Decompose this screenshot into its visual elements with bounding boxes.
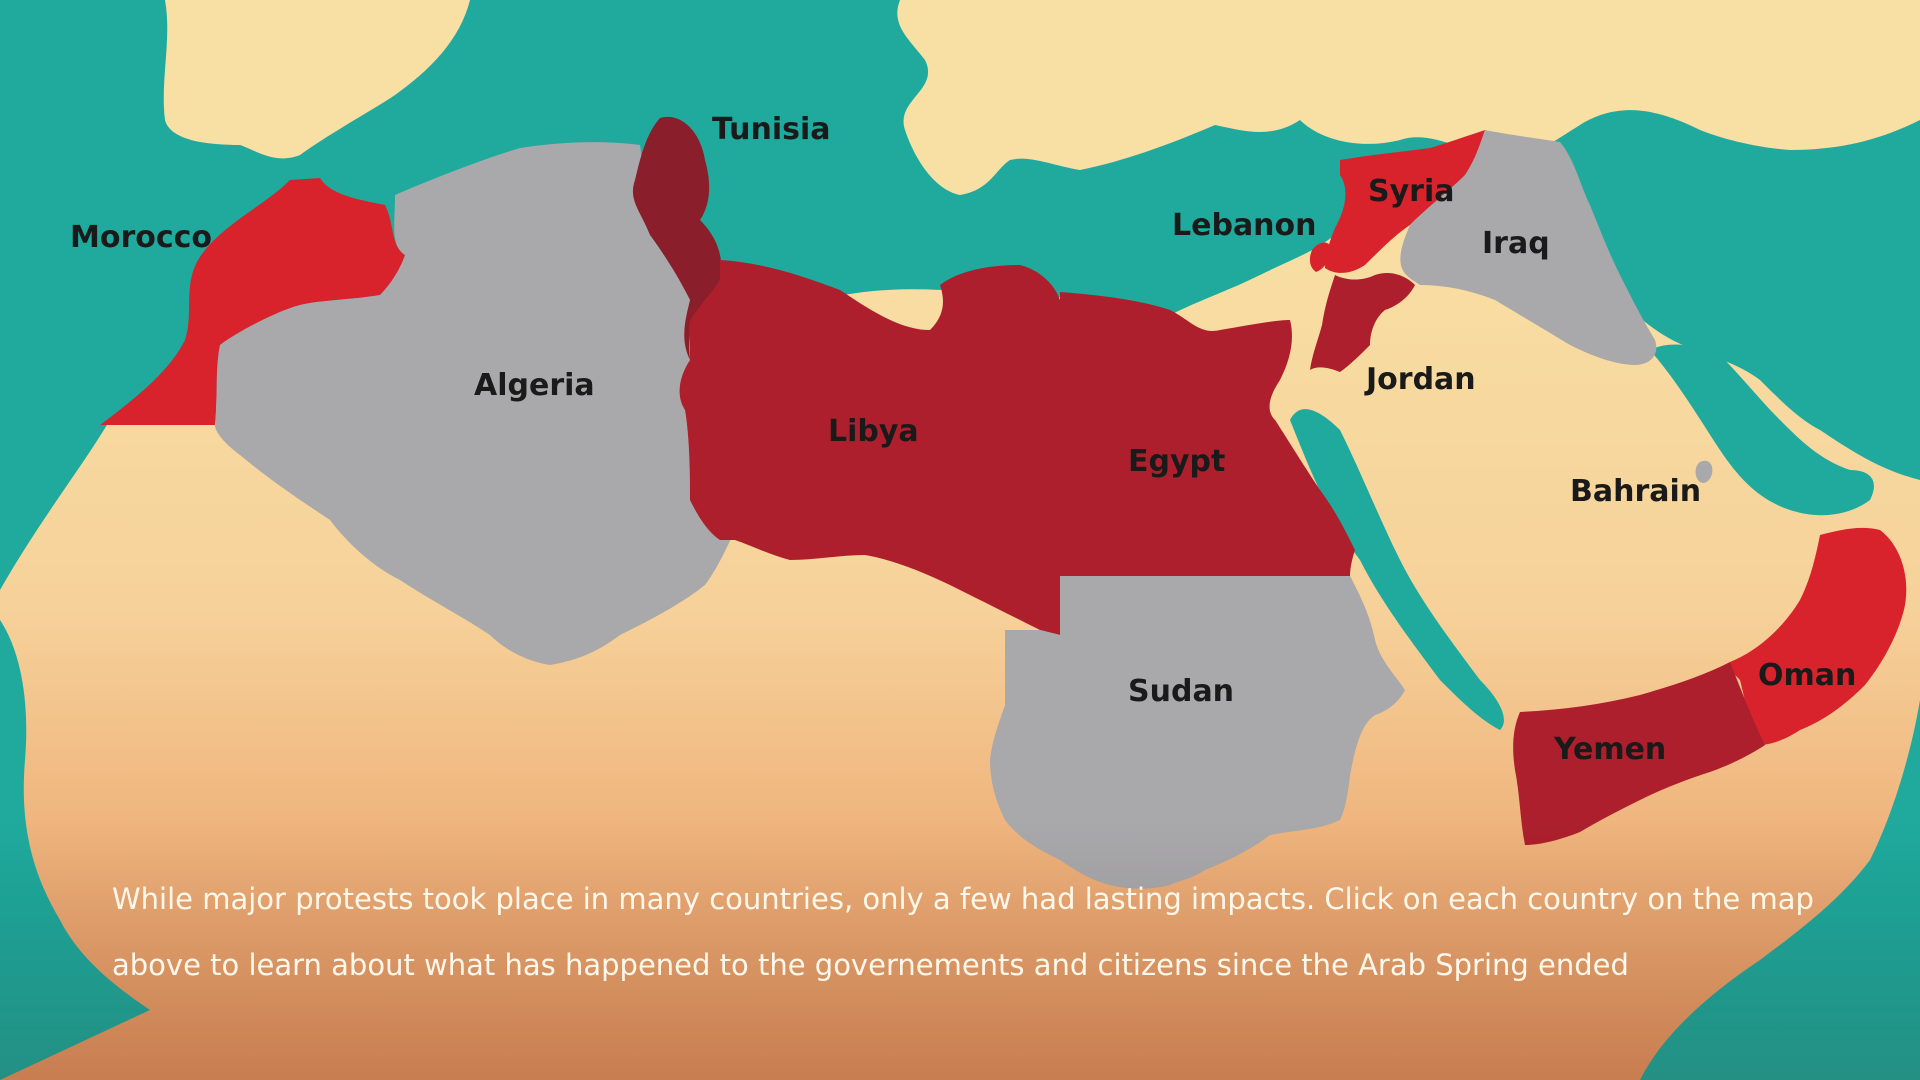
label-oman[interactable]: Oman	[1758, 658, 1857, 693]
europe-landmass-east	[897, 0, 1920, 195]
caption-shade	[0, 820, 1920, 1080]
country-egypt[interactable]	[1060, 292, 1355, 576]
label-yemen[interactable]: Yemen	[1554, 732, 1667, 767]
italy-peninsula	[900, 0, 1133, 150]
country-oman[interactable]	[1728, 527, 1907, 745]
label-tunisia[interactable]: Tunisia	[712, 112, 831, 147]
label-egypt[interactable]: Egypt	[1128, 444, 1226, 479]
label-libya[interactable]: Libya	[828, 414, 919, 449]
country-sudan[interactable]	[990, 576, 1405, 889]
label-bahrain[interactable]: Bahrain	[1570, 474, 1702, 509]
label-morocco[interactable]: Morocco	[70, 220, 213, 255]
country-tunisia[interactable]	[632, 116, 722, 360]
country-yemen[interactable]	[1513, 662, 1765, 845]
red-sea	[1290, 409, 1504, 730]
country-iraq[interactable]	[1400, 130, 1657, 365]
caption-text: While major protests took place in many …	[112, 882, 1814, 982]
country-lebanon[interactable]	[1309, 242, 1332, 273]
label-algeria[interactable]: Algeria	[474, 368, 595, 403]
label-syria[interactable]: Syria	[1368, 174, 1455, 209]
country-jordan[interactable]	[1310, 273, 1415, 372]
label-lebanon[interactable]: Lebanon	[1172, 208, 1317, 243]
country-bahrain[interactable]	[1695, 460, 1713, 483]
label-jordan[interactable]: Jordan	[1366, 362, 1476, 397]
persian-gulf	[1650, 344, 1874, 516]
country-syria[interactable]	[1325, 130, 1485, 273]
country-morocco[interactable]	[100, 178, 405, 425]
label-iraq[interactable]: Iraq	[1482, 226, 1550, 261]
label-sudan[interactable]: Sudan	[1128, 674, 1235, 709]
country-libya[interactable]	[679, 260, 1060, 635]
europe-landmass-west	[163, 0, 470, 159]
country-algeria[interactable]	[215, 142, 740, 665]
